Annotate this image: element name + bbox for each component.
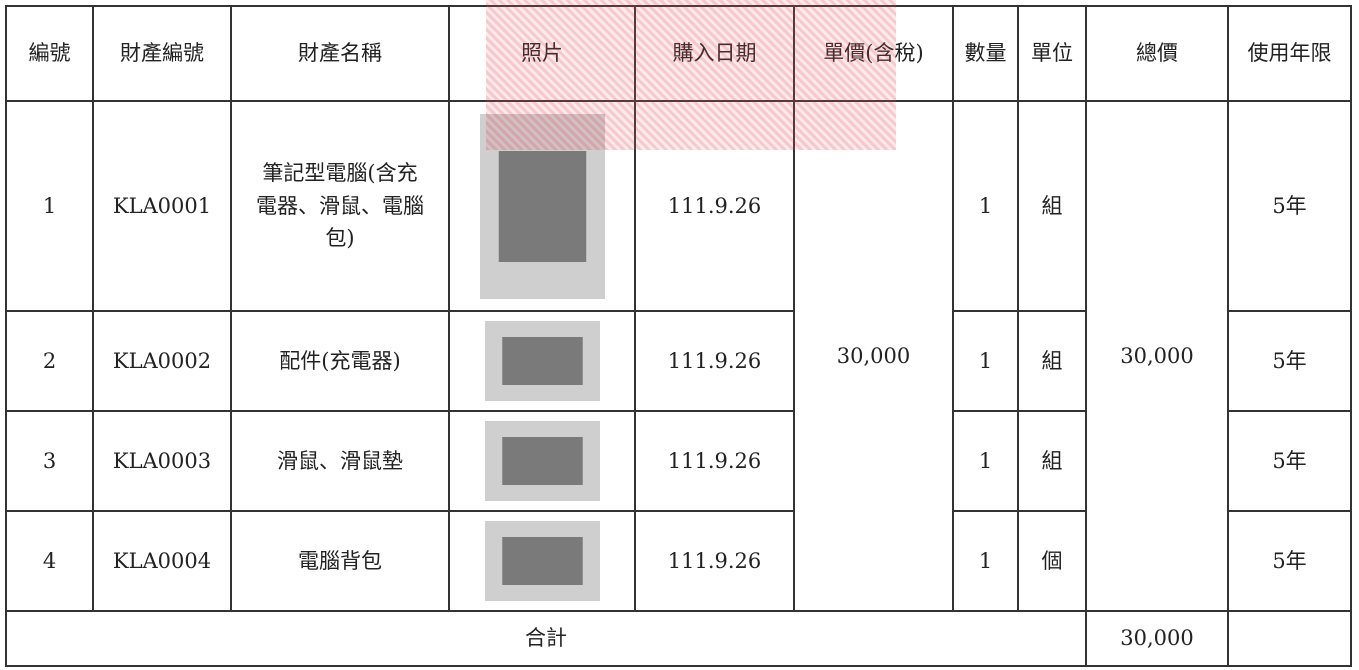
header-cell: 總價 [1085,5,1229,102]
footer-label: 合計 [5,610,1087,667]
header-cell: 數量 [952,5,1019,102]
header-cell: 使用年限 [1227,5,1352,102]
header-cell: 編號 [5,5,94,102]
property-name: 滑鼠、滑鼠墊 [230,410,450,512]
photo-cell [448,410,636,512]
header-cell: 財產名稱 [230,5,450,102]
item-number: 4 [5,510,94,612]
item-number: 1 [5,100,94,312]
item-number: 3 [5,410,94,512]
header-cell: 購入日期 [634,5,795,102]
service-life: 5年 [1227,410,1352,512]
data-row: 1 KLA0001 筆記型電腦(含充 電器、滑鼠、電腦 包) 111.9.26 30,0… [5,100,1352,612]
service-life: 5年 [1227,310,1352,412]
unit-price: 30,000 [793,100,954,612]
photo-cell [448,100,636,312]
data-row: 4 KLA0004 電腦背包 111.9.26 1 個 5年 [5,510,1352,612]
property-name: 電腦背包 [230,510,450,612]
property-name: 配件(充電器) [230,310,450,412]
purchase-date: 111.9.26 [634,310,795,412]
quantity: 1 [952,510,1019,612]
header-cell: 單價(含稅) [793,5,954,102]
service-life: 5年 [1227,100,1352,312]
service-life: 5年 [1227,510,1352,612]
footer-total: 30,000 [1085,610,1229,667]
photo [484,421,600,501]
quantity: 1 [952,100,1019,312]
property-table: 編號 財產編號 財產名稱 照片 購入日期 單價(含稅) 數量 單位 總價 使用年限 1 KLA0001… [5,5,1352,667]
unit: 個 [1017,510,1087,612]
data-row: 3 KLA0003 滑鼠、滑鼠墊 111.9.26 1 組 5年 [5,410,1352,512]
unit: 組 [1017,310,1087,412]
header-cell: 財產編號 [92,5,232,102]
property-id: KLA0002 [92,310,232,412]
footer-empty [1227,610,1352,667]
quantity: 1 [952,310,1019,412]
header-cell: 單位 [1017,5,1087,102]
header-cell: 照片 [448,5,636,102]
photo-cell [448,510,636,612]
table-body: 編號 財產編號 財產名稱 照片 購入日期 單價(含稅) 數量 單位 總價 使用年限 1 KLA0001… [5,5,1352,667]
photo [484,521,600,601]
quantity: 1 [952,410,1019,512]
photo-cell [448,310,636,412]
item-number: 2 [5,310,94,412]
property-name: 筆記型電腦(含充 電器、滑鼠、電腦 包) [230,100,450,312]
photo [479,113,605,299]
photo [484,321,600,401]
purchase-date: 111.9.26 [634,510,795,612]
property-id: KLA0004 [92,510,232,612]
unit: 組 [1017,100,1087,312]
data-row: 2 KLA0002 配件(充電器) 111.9.26 1 組 5年 [5,310,1352,412]
header-row: 編號 財產編號 財產名稱 照片 購入日期 單價(含稅) 數量 單位 總價 使用年限 [5,5,1352,102]
purchase-date: 111.9.26 [634,100,795,312]
property-id: KLA0001 [92,100,232,312]
footer-row: 合計 30,000 [5,610,1352,667]
unit: 組 [1017,410,1087,512]
total-price: 30,000 [1085,100,1229,612]
property-id: KLA0003 [92,410,232,512]
purchase-date: 111.9.26 [634,410,795,512]
